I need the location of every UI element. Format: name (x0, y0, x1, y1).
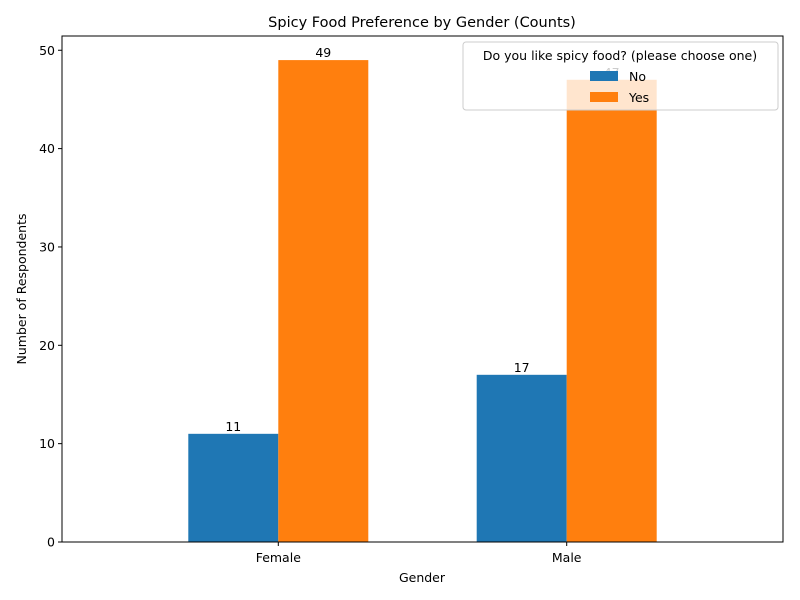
legend: Do you like spicy food? (please choose o… (462, 41, 779, 111)
legend-swatch-no (590, 71, 618, 81)
x-axis-label: Gender (399, 570, 446, 585)
bars-group (188, 60, 657, 542)
plot-area-frame (61, 35, 784, 543)
data-label-yes-female: 49 (315, 45, 331, 60)
bar-yes-male (566, 79, 657, 542)
bar-yes-female (278, 60, 369, 542)
y-axis: 0 10 20 30 40 50 (39, 43, 62, 550)
y-tick-label: 40 (39, 141, 55, 156)
data-label-no-male: 17 (514, 360, 530, 375)
y-tick-label: 30 (39, 239, 55, 254)
x-tick-label-female: Female (256, 550, 302, 565)
data-label-no-female: 11 (225, 419, 241, 434)
x-axis: Female Male (256, 542, 582, 565)
legend-label-yes: Yes (628, 90, 649, 105)
y-tick-label: 20 (39, 338, 55, 353)
legend-label-no: No (629, 69, 646, 84)
bar-no-male (476, 374, 567, 542)
bar-no-female (188, 433, 279, 542)
legend-swatch-yes (590, 92, 618, 102)
x-tick-label-male: Male (552, 550, 582, 565)
legend-title: Do you like spicy food? (please choose o… (483, 48, 757, 63)
y-axis-label: Number of Respondents (14, 213, 29, 364)
legend-box (462, 41, 779, 111)
y-tick-label: 50 (39, 43, 55, 58)
chart-title: Spicy Food Preference by Gender (Counts) (268, 15, 576, 31)
y-tick-label: 0 (47, 535, 55, 550)
y-tick-label: 10 (39, 436, 55, 451)
